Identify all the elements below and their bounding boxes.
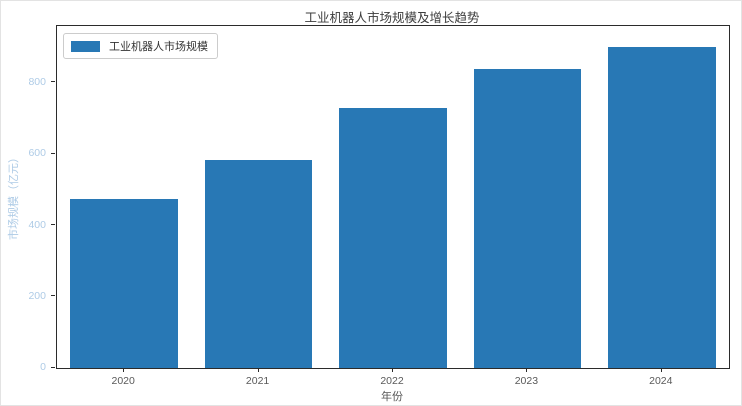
x-tick-label-2021: 2021: [245, 375, 270, 387]
y-tick-label-600: 600: [28, 147, 46, 160]
y-tick-label-400: 400: [28, 218, 46, 231]
y-axis-ticks: 0 200 400 600 800: [1, 25, 56, 373]
y-tick-mark-200: [51, 295, 55, 297]
x-tick-label-2020: 2020: [111, 375, 135, 387]
plot-area: 工业机器人市场规模: [56, 25, 730, 369]
legend-swatch-icon: [71, 40, 100, 52]
x-axis-label: 年份: [381, 391, 403, 403]
y-tick-mark-800: [51, 81, 55, 83]
bar-2024: [608, 47, 716, 368]
legend-label: 工业机器人市场规模: [109, 41, 208, 53]
x-tick-label-2023: 2023: [514, 375, 539, 387]
x-tick-mark-2022: [392, 368, 393, 372]
bar-2020: [70, 198, 178, 368]
bar-2021: [204, 159, 313, 368]
x-tick-mark-2021: [257, 368, 259, 372]
y-tick-label-200: 200: [28, 289, 46, 302]
y-tick-mark-0: [51, 366, 55, 368]
x-tick-mark-2020: [123, 368, 125, 372]
bars-container: [57, 26, 729, 368]
chart-title: 工业机器人市场规模及增长趋势: [304, 11, 480, 25]
x-axis-ticks: 2020 2021 2022 2023 2024: [56, 367, 728, 401]
x-tick-mark-2024: [660, 368, 662, 372]
y-tick-mark-600: [51, 152, 55, 154]
bar-2023: [473, 68, 582, 368]
y-tick-label-0: 0: [40, 361, 46, 373]
y-tick-label-800: 800: [28, 76, 46, 88]
x-tick-label-2024: 2024: [649, 375, 673, 387]
y-tick-mark-400: [51, 224, 55, 225]
bar-2022: [339, 107, 447, 368]
legend: 工业机器人市场规模: [63, 33, 218, 59]
x-tick-mark-2023: [526, 368, 528, 372]
x-tick-label-2022: 2022: [380, 375, 404, 387]
